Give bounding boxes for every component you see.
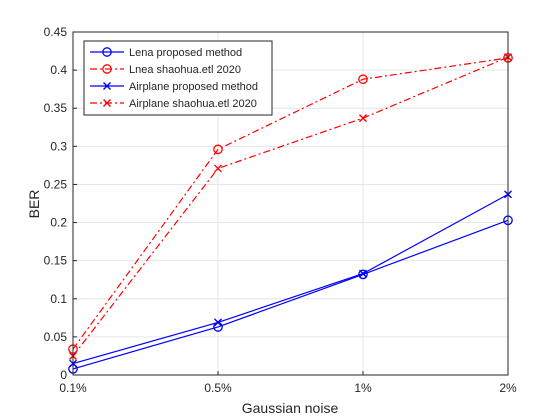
series-line (72, 193, 509, 365)
legend: Lena proposed method Lnea shaohua.etl 202… (83, 40, 273, 116)
legend-marker (102, 64, 112, 74)
series-line (72, 57, 509, 350)
data-point (359, 114, 367, 123)
legend-marker (102, 47, 112, 57)
legend-item: Lnea shaohua.etl 2020 (90, 64, 241, 76)
y-axis-label: BER (26, 190, 42, 219)
y-tick-label: 0.2 (50, 216, 67, 230)
data-point (214, 318, 222, 327)
legend-label: Airplane shaohua.etl 2020 (129, 98, 257, 110)
legend-item: Lena proposed method (90, 47, 242, 59)
legend-label: Lnea shaohua.etl 2020 (129, 64, 241, 76)
x-tick-label: 2% (499, 381, 517, 395)
legend-item: Airplane proposed method (90, 81, 258, 93)
legend-item: Airplane shaohua.etl 2020 (90, 98, 257, 110)
y-tick-label: 0 (60, 368, 67, 382)
series-line (72, 219, 509, 370)
legend-marker (103, 82, 111, 90)
legend-label: Airplane proposed method (129, 81, 258, 93)
data-point (359, 269, 367, 278)
series-lena-proposed-method (68, 215, 513, 374)
axis-ticks: 0.1% 0.5% 1% 2% 0 0.05 0.1 0.15 0.2 0.25 0.3 0.35 0.… (44, 25, 517, 395)
y-tick-label: 0.4 (50, 63, 67, 77)
y-tick-label: 0.05 (44, 330, 68, 344)
y-tick-label: 0.15 (44, 254, 68, 268)
legend-marker (103, 99, 111, 107)
plot-frame (72, 31, 509, 376)
data-point (213, 144, 223, 155)
series-layer (68, 53, 513, 374)
data-point (214, 164, 222, 173)
data-point (358, 269, 368, 280)
x-tick-label: 1% (354, 381, 372, 395)
data-point (358, 74, 368, 85)
y-tick-label: 0.25 (44, 177, 68, 191)
y-tick-label: 0.45 (44, 25, 68, 39)
x-tick-label: 0.1% (59, 381, 87, 395)
x-axis-label: Gaussian noise (242, 400, 339, 416)
x-tick-label: 0.5% (204, 381, 232, 395)
y-tick-label: 0.3 (50, 139, 67, 153)
legend-label: Lena proposed method (129, 47, 242, 59)
y-tick-label: 0.1 (50, 292, 67, 306)
series-line (72, 56, 509, 357)
y-tick-label: 0.35 (44, 101, 68, 115)
